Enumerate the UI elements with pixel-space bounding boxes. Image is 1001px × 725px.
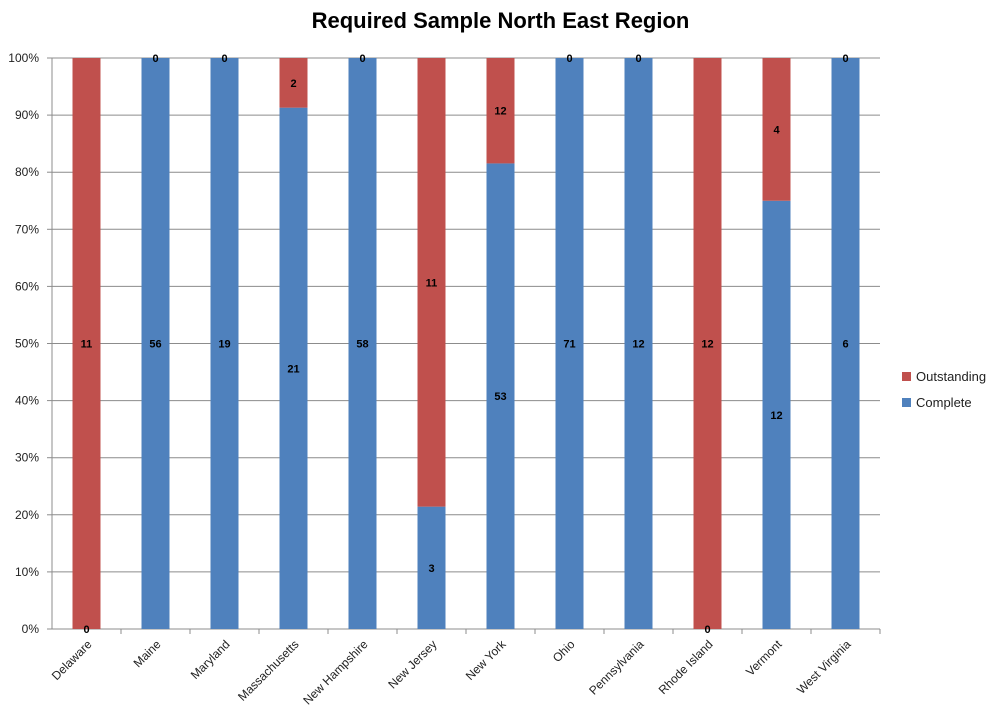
data-label-outstanding-rhode-island: 12 bbox=[701, 339, 713, 351]
bar-outstanding-vermont bbox=[762, 58, 791, 201]
x-tick-label-rhode-island: Rhode Island bbox=[656, 637, 716, 697]
bar-outstanding-new-york bbox=[486, 58, 515, 164]
bar-complete-new-york bbox=[486, 163, 515, 629]
bar-complete-maine bbox=[141, 58, 170, 629]
data-label-complete-vermont: 12 bbox=[770, 410, 782, 422]
legend-swatch-complete bbox=[902, 397, 911, 407]
x-tick-label-vermont: Vermont bbox=[743, 637, 785, 679]
y-tick-label-90: 90% bbox=[15, 108, 39, 122]
x-tick-label-delaware: Delaware bbox=[49, 637, 95, 683]
data-label-complete-pennsylvania: 12 bbox=[632, 339, 644, 351]
data-label-outstanding-massachusetts: 2 bbox=[290, 78, 296, 90]
bar-complete-new-jersey bbox=[417, 506, 446, 629]
x-tick-label-ohio: Ohio bbox=[550, 637, 578, 665]
y-tick-label-20: 20% bbox=[15, 508, 39, 522]
legend-item-outstanding: Outstanding bbox=[902, 363, 986, 389]
data-label-outstanding-maine: 0 bbox=[152, 53, 158, 65]
legend-swatch-outstanding bbox=[902, 371, 911, 381]
data-label-outstanding-new-hampshire: 0 bbox=[359, 53, 365, 65]
y-tick-label-50: 50% bbox=[15, 337, 39, 351]
x-tick-label-new-york: New York bbox=[463, 637, 509, 683]
bar-complete-ohio bbox=[555, 58, 584, 629]
x-tick-label-maine: Maine bbox=[131, 637, 164, 670]
y-tick-label-0: 0% bbox=[22, 622, 40, 636]
data-label-complete-rhode-island: 0 bbox=[704, 624, 710, 636]
bar-complete-west-virginia bbox=[831, 58, 860, 629]
data-label-outstanding-new-york: 12 bbox=[494, 106, 506, 118]
y-tick-label-70: 70% bbox=[15, 222, 39, 236]
data-label-complete-new-york: 53 bbox=[494, 391, 506, 403]
bar-outstanding-massachusetts bbox=[279, 58, 308, 108]
bar-complete-vermont bbox=[762, 200, 791, 629]
x-tick-label-maryland: Maryland bbox=[188, 637, 233, 682]
data-label-outstanding-vermont: 4 bbox=[773, 124, 780, 136]
legend: Outstanding Complete bbox=[902, 363, 986, 415]
data-label-outstanding-west-virginia: 0 bbox=[842, 53, 848, 65]
x-tick-label-pennsylvania: Pennsylvania bbox=[586, 637, 647, 698]
data-label-complete-ohio: 71 bbox=[563, 339, 575, 351]
legend-label-outstanding: Outstanding bbox=[916, 368, 987, 384]
data-label-outstanding-new-jersey: 11 bbox=[426, 277, 438, 289]
chart-title: Required Sample North East Region bbox=[311, 8, 690, 33]
x-tick-label-new-hampshire: New Hampshire bbox=[300, 637, 370, 707]
x-tick-label-west-virginia: West Virginia bbox=[794, 637, 854, 697]
data-label-complete-west-virginia: 6 bbox=[842, 339, 848, 351]
bar-outstanding-rhode-island bbox=[693, 58, 722, 629]
data-label-complete-maryland: 19 bbox=[218, 339, 230, 351]
y-tick-label-10: 10% bbox=[15, 565, 39, 579]
data-label-complete-new-hampshire: 58 bbox=[356, 339, 368, 351]
bar-outstanding-new-jersey bbox=[417, 58, 446, 507]
data-label-complete-delaware: 0 bbox=[83, 624, 89, 636]
y-tick-label-40: 40% bbox=[15, 394, 39, 408]
bar-complete-maryland bbox=[210, 58, 239, 629]
data-label-complete-new-jersey: 3 bbox=[428, 563, 434, 575]
legend-label-complete: Complete bbox=[916, 394, 972, 410]
data-label-outstanding-pennsylvania: 0 bbox=[635, 53, 641, 65]
bar-complete-pennsylvania bbox=[624, 58, 653, 629]
data-label-outstanding-maryland: 0 bbox=[221, 53, 227, 65]
x-tick-label-massachusetts: Massachusetts bbox=[235, 637, 302, 704]
data-label-outstanding-delaware: 11 bbox=[81, 339, 93, 351]
x-tick-label-new-jersey: New Jersey bbox=[385, 637, 439, 691]
y-tick-label-80: 80% bbox=[15, 165, 39, 179]
y-tick-label-30: 30% bbox=[15, 451, 39, 465]
data-label-outstanding-ohio: 0 bbox=[566, 53, 572, 65]
data-label-complete-maine: 56 bbox=[149, 339, 161, 351]
y-tick-label-100: 100% bbox=[8, 51, 39, 65]
bar-complete-massachusetts bbox=[279, 107, 308, 630]
bar-complete-new-hampshire bbox=[348, 58, 377, 629]
bar-outstanding-delaware bbox=[72, 58, 101, 629]
y-tick-label-60: 60% bbox=[15, 279, 39, 293]
data-label-complete-massachusetts: 21 bbox=[287, 363, 299, 375]
legend-item-complete: Complete bbox=[902, 389, 986, 415]
